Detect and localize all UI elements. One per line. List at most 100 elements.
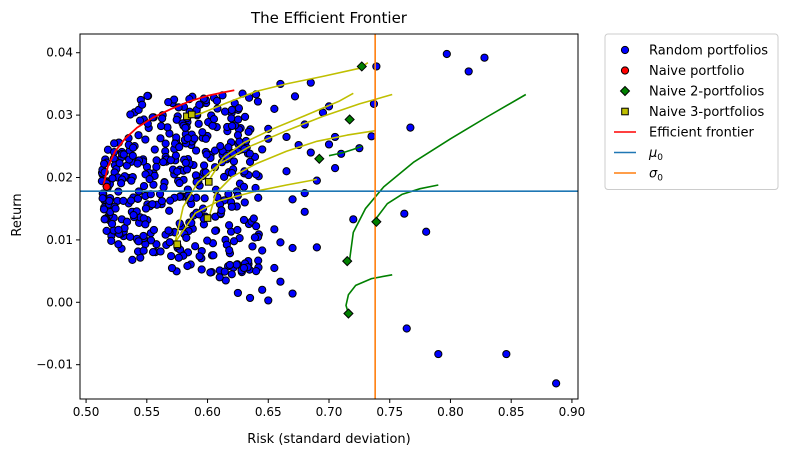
- random-portfolio-point: [195, 100, 204, 109]
- random-portfolio-point: [227, 202, 236, 211]
- random-portfolio-point: [148, 200, 157, 209]
- random-portfolio-point: [369, 99, 379, 108]
- random-portfolio-point: [282, 167, 291, 176]
- random-portfolio-point: [175, 142, 184, 152]
- random-portfolio-point: [400, 209, 409, 218]
- random-portfolio-point: [406, 123, 415, 132]
- random-portfolio-point: [156, 134, 165, 143]
- random-portfolio-point: [134, 131, 143, 140]
- random-portfolio-point: [202, 150, 211, 159]
- random-portfolio-point: [128, 151, 137, 160]
- random-portfolio-point: [220, 172, 229, 182]
- random-portfolio-point: [183, 134, 192, 143]
- random-portfolio-point: [224, 221, 234, 230]
- random-portfolio-point: [254, 256, 263, 265]
- random-portfolio-point: [203, 236, 212, 245]
- naive-3-frontier-line: [173, 93, 393, 245]
- random-portfolio-point: [239, 215, 249, 225]
- random-portfolio-point: [372, 62, 381, 71]
- random-portfolio-point: [174, 253, 183, 262]
- random-portfolio-point: [128, 255, 137, 264]
- random-portfolio-point: [233, 225, 242, 235]
- random-portfolio-point: [552, 379, 561, 388]
- random-portfolio-point: [330, 164, 340, 173]
- random-portfolio-point: [164, 98, 173, 107]
- x-tick-label: 0.50: [73, 405, 100, 419]
- naive-3-portfolio-point: [203, 214, 212, 222]
- random-portfolio-point: [258, 145, 267, 154]
- random-portfolio-point: [194, 119, 203, 128]
- legend-label: μ0: [648, 146, 663, 163]
- naive-3-portfolio-point: [204, 178, 213, 186]
- random-portfolio-point: [227, 105, 236, 115]
- random-portfolio-point: [191, 242, 200, 251]
- random-portfolio-point: [215, 273, 224, 282]
- random-portfolio-point: [139, 246, 148, 255]
- random-portfolio-point: [224, 143, 233, 152]
- random-portfolio-point: [253, 97, 263, 106]
- random-portfolio-point: [181, 123, 190, 132]
- random-portfolio-point: [234, 115, 243, 124]
- random-portfolio-point: [216, 142, 225, 151]
- plot-area: 0.50 0.55 0.60 0.65 0.70 0.75 0.80 0.85 0.90 −0.0…: [36, 33, 585, 419]
- random-portfolio-point: [240, 112, 250, 121]
- random-portfolio-point: [195, 252, 204, 261]
- random-portfolio-point: [258, 246, 267, 255]
- random-portfolio-point: [288, 243, 297, 253]
- random-portfolio-point: [249, 214, 258, 223]
- y-tick-label: 0.01: [46, 233, 73, 247]
- random-portfolio-point: [111, 204, 120, 213]
- random-portfolio-point: [250, 233, 259, 242]
- random-portfolio-point: [198, 128, 207, 137]
- random-portfolio-point: [134, 237, 143, 246]
- naive-2-portfolio-point: [371, 216, 382, 228]
- random-portfolio-point: [129, 210, 138, 220]
- random-portfolio-point: [254, 193, 263, 202]
- random-portfolio-point: [232, 260, 241, 269]
- random-portfolio-point: [209, 115, 219, 124]
- random-portfolio-point: [206, 268, 215, 277]
- random-portfolio-point: [480, 53, 489, 62]
- y-tick-label: 0.04: [46, 46, 73, 60]
- random-portfolio-point: [150, 145, 159, 154]
- random-portfolio-point: [99, 159, 109, 168]
- random-portfolio-point: [164, 226, 173, 235]
- random-portfolio-point: [464, 67, 473, 76]
- legend-marker-diamond: [619, 85, 631, 97]
- random-portfolio-point: [239, 263, 249, 273]
- random-portfolio-point: [306, 148, 315, 157]
- random-portfolio-point: [138, 100, 147, 109]
- random-portfolio-point: [152, 240, 161, 249]
- random-portfolio-point: [233, 131, 243, 140]
- random-portfolio-point: [300, 207, 309, 216]
- y-tick-label: 0.03: [46, 108, 73, 122]
- random-portfolio-point: [182, 165, 192, 174]
- x-tick-label: 0.70: [316, 405, 343, 419]
- naive-3-frontier-line: [175, 178, 318, 242]
- random-portfolio-point: [402, 324, 411, 333]
- random-portfolio-point: [270, 225, 279, 234]
- naive-2-frontier-line: [375, 184, 439, 219]
- random-portfolio-point: [270, 263, 279, 273]
- random-portfolio-point: [159, 157, 168, 167]
- random-portfolio-point: [367, 132, 376, 141]
- random-portfolio-point: [234, 104, 244, 113]
- random-portfolio-point: [252, 266, 261, 276]
- random-portfolio-point: [166, 196, 175, 205]
- random-portfolio-point: [245, 293, 255, 303]
- legend-marker-square: [621, 107, 629, 116]
- random-portfolio-point: [149, 225, 158, 235]
- random-portfolio-point: [102, 226, 111, 235]
- legend: Random portfolios Naive portfolio Naive 2-…: [604, 33, 779, 190]
- x-tick-label: 0.65: [255, 405, 282, 419]
- x-tick-label: 0.85: [498, 405, 525, 419]
- random-portfolio-point: [148, 248, 158, 257]
- random-portfolio-point: [105, 196, 114, 205]
- random-portfolio-point: [127, 176, 136, 185]
- random-portfolio-point: [159, 183, 168, 192]
- legend-label: Random portfolios: [649, 44, 768, 59]
- random-portfolio-point: [270, 104, 279, 113]
- random-portfolio-point: [107, 219, 117, 229]
- random-portfolio-point: [264, 296, 273, 305]
- random-portfolio-point: [156, 247, 165, 256]
